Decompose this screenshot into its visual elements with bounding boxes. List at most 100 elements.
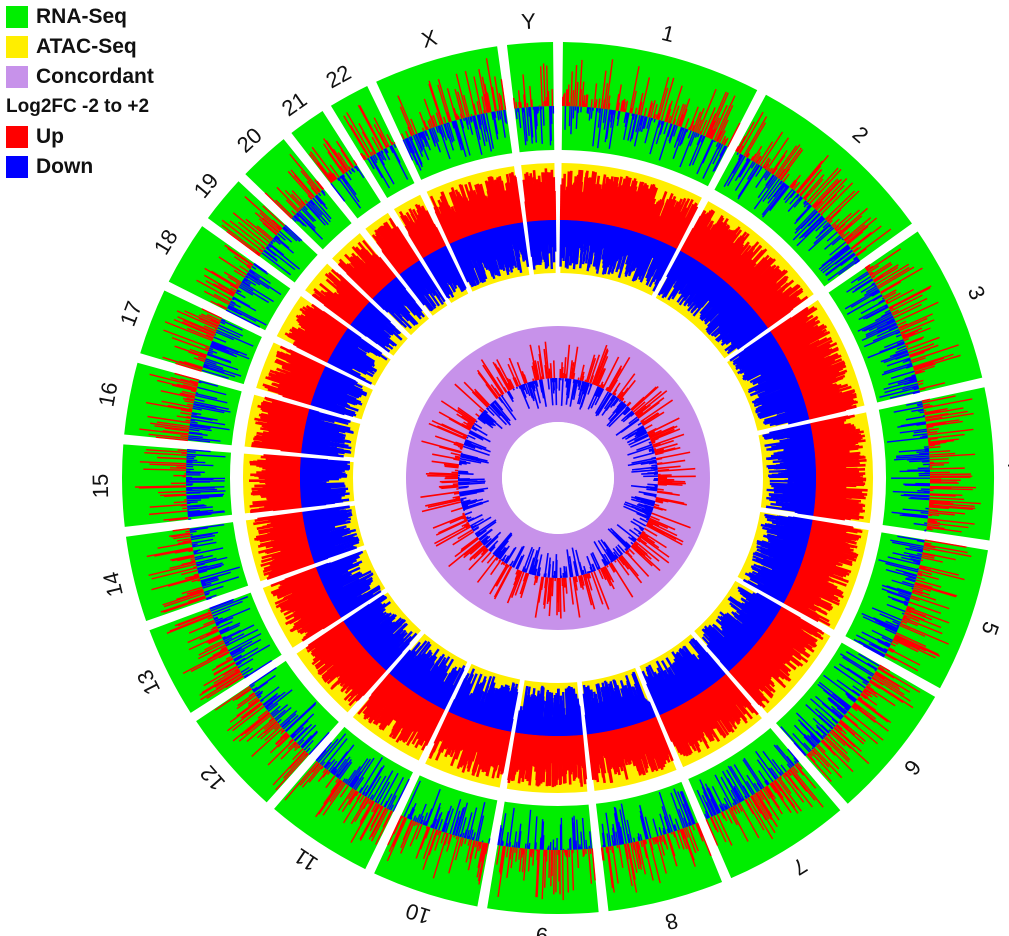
rna-up-bar <box>826 190 860 222</box>
rna-down-bar <box>757 174 775 199</box>
concordant-up-bar <box>587 357 597 383</box>
rna-down-bar <box>792 190 795 193</box>
rna-down-bar <box>632 113 636 120</box>
rna-down-bar <box>663 122 669 135</box>
rna-up-bar <box>888 287 931 310</box>
concordant-up-bar <box>606 564 609 568</box>
rna-up-bar <box>906 336 940 351</box>
rna-up-bar <box>665 100 673 123</box>
rna-up-bar <box>576 849 580 869</box>
rna-down-bar <box>844 288 879 310</box>
rna-down-bar <box>800 210 819 230</box>
up-swatch <box>6 126 28 148</box>
concordant-down-bar <box>565 378 571 405</box>
rna-down-bar <box>813 226 833 245</box>
concordant-down-bar <box>651 450 655 453</box>
rna-up-bar <box>649 100 656 118</box>
concordant-up-bar <box>623 400 626 404</box>
rna-up-bar <box>660 77 675 121</box>
rna-down-bar <box>857 313 893 332</box>
rna-down-bar <box>696 134 703 146</box>
rna-down-bar <box>668 124 676 142</box>
rna-up-bar <box>675 103 685 126</box>
rna-down-bar <box>792 212 820 241</box>
rna-up-bar <box>755 155 761 164</box>
rna-down-bar <box>856 258 860 261</box>
rna-down-bar <box>633 115 643 147</box>
rna-down-bar <box>737 164 760 198</box>
rna-down-bar <box>872 328 900 342</box>
rna-up-bar <box>581 81 585 107</box>
rna-down-bar <box>826 231 838 242</box>
rna-up-bar <box>672 105 680 125</box>
rna-down-bar <box>865 322 897 338</box>
rna-up-bar <box>889 307 894 311</box>
atac-down-bar <box>736 326 769 350</box>
rna-down-bar <box>753 177 778 210</box>
rna-up-bar <box>791 183 797 190</box>
rna-down-bar <box>783 188 794 201</box>
rna-down-bar <box>784 190 796 204</box>
rna-down-bar <box>888 325 898 331</box>
rna-up-bar <box>824 190 856 220</box>
rna-up-bar <box>799 179 815 197</box>
rna-down-bar <box>874 284 877 287</box>
rna-down-bar <box>798 196 803 202</box>
concordant-up-bar <box>626 401 632 407</box>
rna-down-bar <box>734 161 755 192</box>
rna-down-bar <box>631 114 638 140</box>
rna-down-bar <box>712 145 727 172</box>
rna-down-bar <box>604 109 611 143</box>
rna-down-bar <box>738 159 751 178</box>
rna-up-bar <box>789 179 796 188</box>
rna-down-bar <box>610 110 615 128</box>
rna-up-bar <box>834 228 838 231</box>
rna-up-bar <box>779 149 804 181</box>
concordant-down-bar <box>564 571 568 578</box>
concordant-down-bar <box>610 560 613 563</box>
rna-down-bar <box>736 152 739 156</box>
rna-up-bar <box>669 85 683 124</box>
concordant-down-bar <box>628 416 638 425</box>
rna-up-bar <box>774 145 798 177</box>
rna-down-bar <box>640 116 646 132</box>
rna-up-bar <box>647 100 653 118</box>
concordant-down-bar <box>596 393 613 416</box>
rna-down-bar <box>822 249 853 274</box>
rna-up-bar <box>677 104 687 127</box>
concordant-up-bar <box>613 392 617 396</box>
rna-down-bar <box>865 320 896 336</box>
rna-down-bar <box>880 351 909 363</box>
rna-down-bar <box>902 359 911 364</box>
rna-up-bar <box>624 100 629 113</box>
rna-down-bar <box>865 306 889 320</box>
rna-up-bar <box>838 207 869 235</box>
rna-up-bar <box>705 91 727 138</box>
rna-up-bar <box>630 107 633 114</box>
rna-down-bar <box>905 365 913 369</box>
rna-up-bar <box>813 178 843 209</box>
rna-up-bar <box>808 168 842 205</box>
rna-down-bar <box>623 112 627 123</box>
rna-up-bar <box>898 323 908 329</box>
rna-up-bar <box>914 365 935 373</box>
rna-up-bar <box>929 458 949 461</box>
rna-down-bar <box>838 259 860 276</box>
concordant-up-bar <box>563 577 566 588</box>
rna-up-bar <box>548 849 551 878</box>
rna-down-bar <box>610 109 614 123</box>
rna-down-bar <box>897 377 917 385</box>
rna-down-bar <box>858 303 888 321</box>
rna-down-bar <box>587 107 590 114</box>
rna-down-bar <box>806 203 811 209</box>
rna-down-bar <box>623 112 630 140</box>
rna-down-bar <box>713 146 728 172</box>
rna-down-bar <box>852 256 858 260</box>
rna-down-bar <box>904 484 930 487</box>
rna-up-bar <box>844 224 866 242</box>
rna-down-bar <box>884 309 891 314</box>
rna-up-bar <box>673 118 677 125</box>
rna-up-bar <box>796 154 829 194</box>
rna-up-bar <box>844 233 853 242</box>
rna-down-bar <box>808 227 835 252</box>
